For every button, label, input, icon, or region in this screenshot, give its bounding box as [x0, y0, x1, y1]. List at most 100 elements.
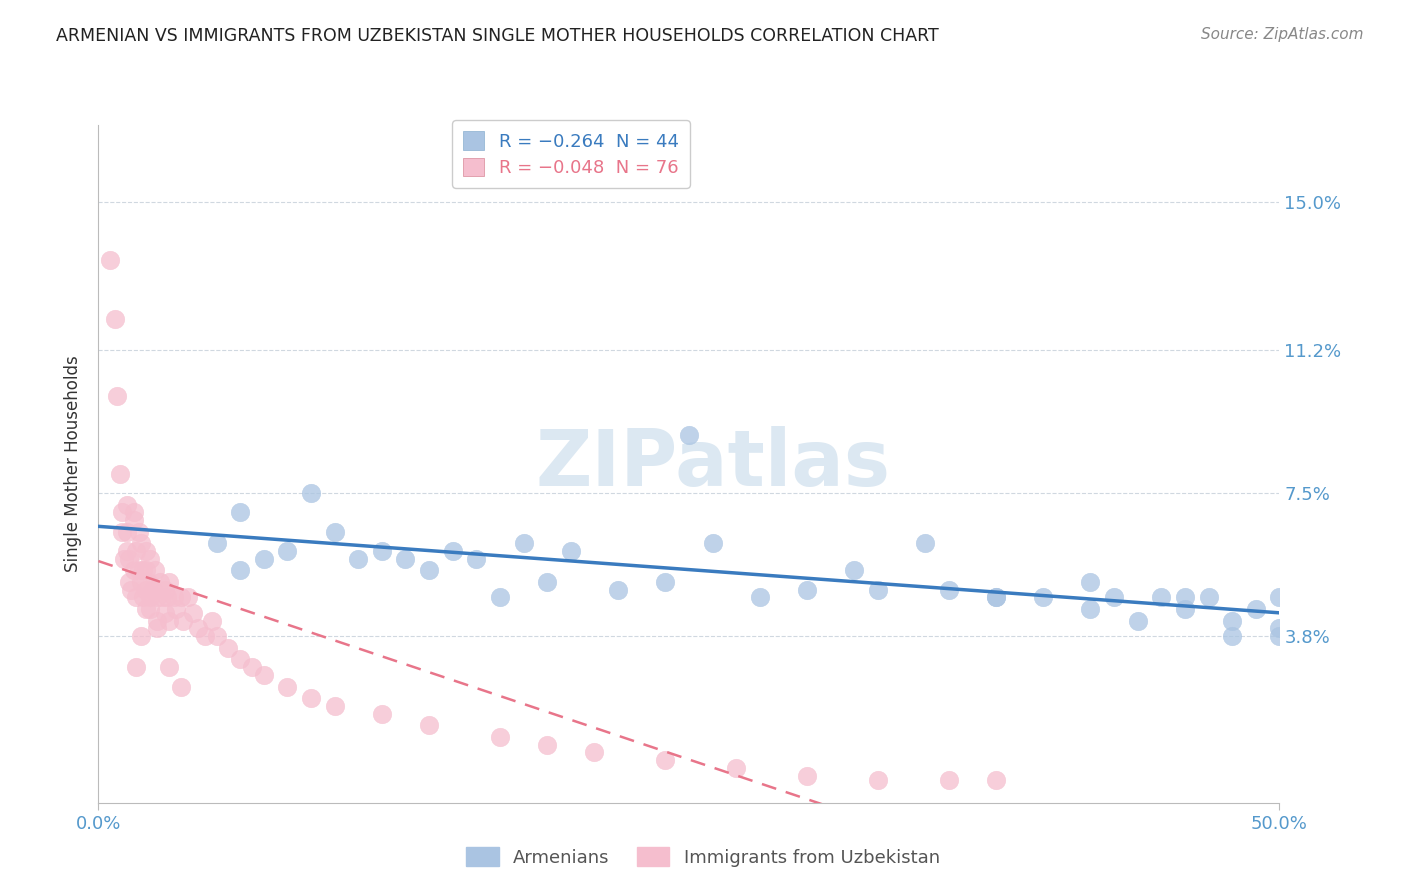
Point	[371, 544, 394, 558]
Point	[1198, 591, 1220, 605]
Point	[1102, 591, 1125, 605]
Point	[132, 591, 155, 605]
Point	[1150, 591, 1173, 605]
Point	[1080, 602, 1102, 616]
Point	[105, 389, 128, 403]
Point	[122, 563, 145, 577]
Point	[299, 486, 322, 500]
Point	[678, 427, 700, 442]
Point	[153, 582, 176, 597]
Point	[984, 591, 1007, 605]
Point	[229, 652, 252, 666]
Point	[125, 660, 148, 674]
Point	[229, 505, 252, 519]
Point	[1268, 622, 1291, 636]
Point	[323, 524, 346, 539]
Point	[240, 660, 263, 674]
Point	[136, 574, 159, 589]
Point	[129, 629, 152, 643]
Point	[128, 563, 150, 577]
Point	[163, 591, 186, 605]
Point	[139, 551, 162, 566]
Point	[115, 524, 138, 539]
Point	[394, 551, 416, 566]
Point	[299, 691, 322, 706]
Point	[104, 311, 127, 326]
Point	[149, 574, 172, 589]
Point	[146, 614, 169, 628]
Point	[512, 536, 534, 550]
Point	[112, 551, 135, 566]
Point	[984, 591, 1007, 605]
Point	[118, 551, 141, 566]
Point	[111, 524, 134, 539]
Point	[1126, 614, 1149, 628]
Point	[146, 622, 169, 636]
Point	[489, 591, 512, 605]
Legend: R = −0.264  N = 44, R = −0.048  N = 76: R = −0.264 N = 44, R = −0.048 N = 76	[451, 120, 690, 188]
Point	[866, 582, 889, 597]
Point	[170, 591, 193, 605]
Point	[125, 544, 148, 558]
Point	[229, 563, 252, 577]
Point	[583, 746, 606, 760]
Point	[146, 591, 169, 605]
Point	[1268, 629, 1291, 643]
Legend: Armenians, Immigrants from Uzbekistan: Armenians, Immigrants from Uzbekistan	[458, 840, 948, 874]
Point	[132, 563, 155, 577]
Point	[170, 680, 193, 694]
Point	[1268, 591, 1291, 605]
Point	[118, 574, 141, 589]
Point	[156, 591, 179, 605]
Point	[205, 629, 228, 643]
Point	[115, 544, 138, 558]
Point	[135, 582, 157, 597]
Text: Source: ZipAtlas.com: Source: ZipAtlas.com	[1201, 27, 1364, 42]
Point	[725, 761, 748, 775]
Point	[796, 582, 818, 597]
Point	[194, 629, 217, 643]
Point	[560, 544, 582, 558]
Point	[253, 668, 276, 682]
Point	[418, 718, 440, 732]
Text: ARMENIAN VS IMMIGRANTS FROM UZBEKISTAN SINGLE MOTHER HOUSEHOLDS CORRELATION CHAR: ARMENIAN VS IMMIGRANTS FROM UZBEKISTAN S…	[56, 27, 939, 45]
Point	[938, 772, 960, 787]
Point	[866, 772, 889, 787]
Point	[347, 551, 370, 566]
Point	[165, 602, 187, 616]
Point	[177, 591, 200, 605]
Point	[128, 524, 150, 539]
Point	[121, 582, 143, 597]
Point	[654, 574, 676, 589]
Point	[143, 563, 166, 577]
Point	[654, 753, 676, 767]
Point	[172, 614, 194, 628]
Point	[157, 660, 180, 674]
Point	[111, 505, 134, 519]
Point	[276, 680, 298, 694]
Y-axis label: Single Mother Households: Single Mother Households	[65, 356, 83, 572]
Point	[125, 591, 148, 605]
Point	[122, 505, 145, 519]
Point	[1220, 614, 1243, 628]
Point	[1220, 629, 1243, 643]
Point	[142, 582, 165, 597]
Point	[984, 772, 1007, 787]
Point	[217, 640, 239, 655]
Point	[276, 544, 298, 558]
Point	[205, 536, 228, 550]
Point	[607, 582, 630, 597]
Point	[441, 544, 464, 558]
Point	[201, 614, 224, 628]
Point	[323, 698, 346, 713]
Point	[844, 563, 866, 577]
Text: ZIPatlas: ZIPatlas	[536, 425, 890, 502]
Point	[418, 563, 440, 577]
Point	[153, 606, 176, 620]
Point	[150, 591, 173, 605]
Point	[938, 582, 960, 597]
Point	[1080, 574, 1102, 589]
Point	[135, 563, 157, 577]
Point	[253, 551, 276, 566]
Point	[371, 706, 394, 721]
